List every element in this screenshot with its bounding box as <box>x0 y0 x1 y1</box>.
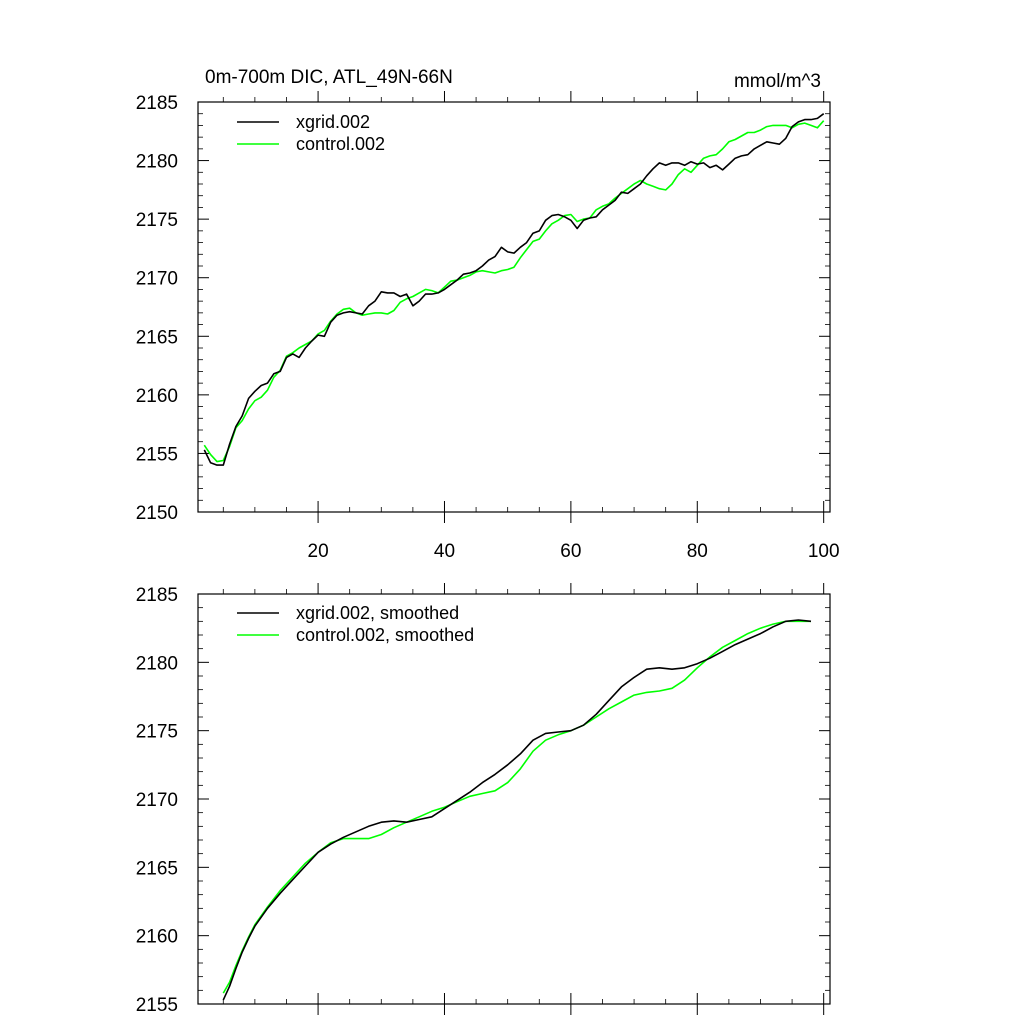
units-label: mmol/m^3 <box>734 71 821 92</box>
bottom-axes: 2155 2160 2165 2170 2175 2180 2185 <box>136 583 831 1016</box>
top-ytick-label: 2165 <box>136 327 178 348</box>
top-xtick-label: 80 <box>687 541 708 562</box>
bottom-ytick-label: 2170 <box>136 790 178 811</box>
bottom-ytick-label: 2155 <box>136 995 178 1016</box>
top-xtick-label: 60 <box>560 541 581 562</box>
legend-label-xgrid-smoothed: xgrid.002, smoothed <box>296 603 459 623</box>
top-xtick-label: 100 <box>808 541 840 562</box>
top-ytick-label: 2170 <box>136 269 178 290</box>
legend-bottom: xgrid.002, smoothed control.002, smoothe… <box>237 603 474 645</box>
top-xtick-label: 20 <box>308 541 329 562</box>
bottom-ytick-label: 2180 <box>136 653 178 674</box>
top-ytick-label: 2155 <box>136 444 178 465</box>
top-ytick-label: 2175 <box>136 210 178 231</box>
bottom-panel: 2155 2160 2165 2170 2175 2180 2185 xgrid.002, … <box>136 583 831 1016</box>
legend-label-control: control.002 <box>296 134 385 154</box>
legend-label-xgrid: xgrid.002 <box>296 112 370 132</box>
top-ytick-label: 2160 <box>136 386 178 407</box>
top-series-group <box>203 113 825 466</box>
top-axes: 2150 2155 2160 2165 2170 2175 2180 2185 20 40 60 80… <box>136 91 840 562</box>
chart-title: 0m-700m DIC, ATL_49N-66N <box>205 67 453 88</box>
bottom-series-line-control-002-smoothed <box>222 620 811 994</box>
bottom-plot-frame <box>197 593 831 1005</box>
legend-label-control-smoothed: control.002, smoothed <box>296 625 474 645</box>
top-plot-frame <box>197 101 831 513</box>
top-ytick-label: 2180 <box>136 152 178 173</box>
bottom-ytick-label: 2185 <box>136 585 178 606</box>
legend-top: xgrid.002 control.002 <box>237 112 385 154</box>
bottom-ytick-label: 2175 <box>136 722 178 743</box>
top-panel: 2150 2155 2160 2165 2170 2175 2180 2185 20 40 60 80… <box>136 67 840 562</box>
bottom-series-group <box>222 619 812 1001</box>
top-series-line-xgrid-002 <box>203 113 825 466</box>
bottom-ytick-label: 2160 <box>136 927 178 948</box>
bottom-series-line-xgrid-002-smoothed <box>222 619 812 1001</box>
top-xtick-label: 40 <box>434 541 455 562</box>
bottom-ytick-label: 2165 <box>136 858 178 879</box>
top-ytick-label: 2150 <box>136 503 178 524</box>
top-ytick-label: 2185 <box>136 93 178 114</box>
top-series-line-control-002 <box>203 120 825 463</box>
